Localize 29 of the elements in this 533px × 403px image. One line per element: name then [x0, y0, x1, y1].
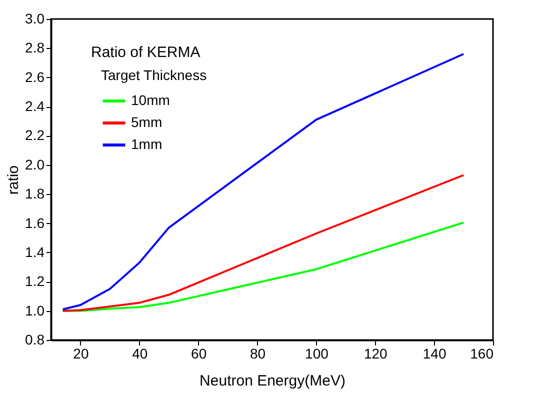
legend-label: 10mm — [131, 92, 170, 108]
y-tick-label: 1.4 — [25, 244, 45, 260]
y-tick-label: 1.2 — [25, 273, 45, 290]
y-tick-label: 2.0 — [25, 156, 45, 172]
x-tick-label: 60 — [191, 346, 207, 362]
y-tick-label: 1.8 — [25, 186, 45, 202]
x-tick-label: 120 — [364, 346, 388, 362]
y-tick-label: 3.0 — [25, 10, 45, 26]
y-tick-label: 1.0 — [25, 302, 45, 318]
y-tick-label: 2.4 — [25, 98, 45, 114]
y-tick-label: 2.8 — [25, 40, 45, 56]
y-tick-label: 2.2 — [25, 127, 45, 144]
x-axis-title: Neutron Energy(MeV) — [200, 372, 346, 390]
x-tick-label: 160 — [470, 346, 494, 362]
y-tick-label: 2.6 — [25, 68, 45, 85]
legend-label: 5mm — [131, 114, 162, 130]
legend-title: Target Thickness — [101, 67, 207, 83]
x-tick-label: 20 — [73, 346, 89, 362]
y-axis-title: ratio — [5, 165, 22, 195]
legend-label: 1mm — [131, 136, 162, 152]
y-tick-label: 0.8 — [25, 332, 45, 348]
y-tick-label: 1.6 — [25, 214, 45, 231]
x-tick-label: 140 — [422, 346, 446, 362]
x-tick-label: 40 — [132, 346, 148, 362]
line-series — [62, 222, 465, 312]
line-series — [62, 174, 465, 312]
annotation: Ratio of KERMA — [91, 44, 200, 61]
x-tick-label: 100 — [305, 346, 329, 362]
x-tick-label: 80 — [250, 346, 266, 362]
